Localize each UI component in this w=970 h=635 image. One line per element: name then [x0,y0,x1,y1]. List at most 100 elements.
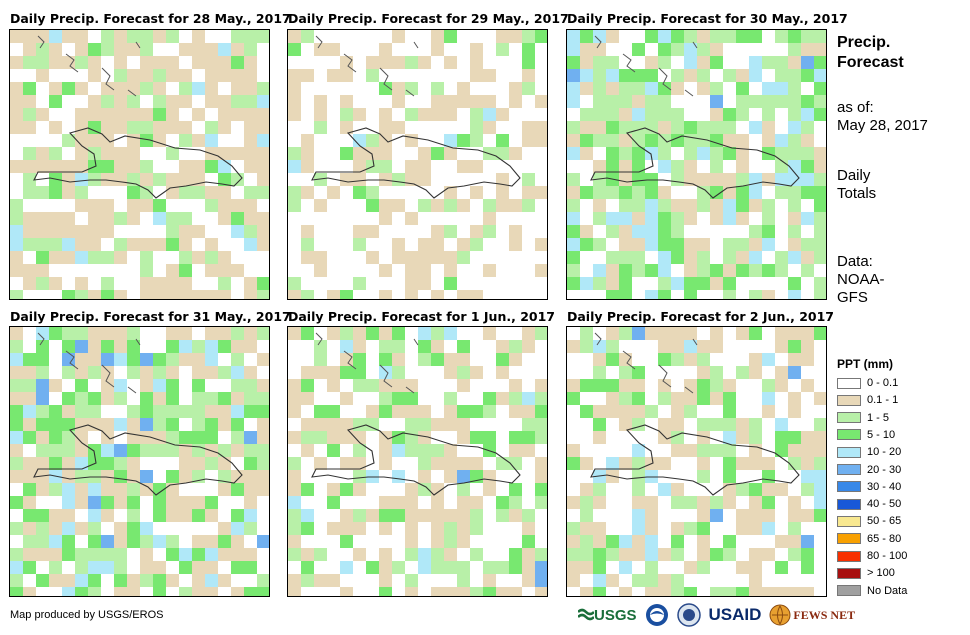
precip-cell [522,522,535,535]
precip-cell [192,574,205,587]
precip-cell [522,134,535,147]
precip-cell [218,483,231,496]
precip-cell [23,431,36,444]
precip-cell [379,173,392,186]
precip-cell [114,561,127,574]
precip-cell [75,43,88,56]
precip-cell [288,509,301,522]
precip-cell [49,457,62,470]
precip-cell [483,470,496,483]
precip-cell [101,199,114,212]
legend-label: 0.1 - 1 [867,394,899,407]
precip-cell [567,251,580,264]
precip-cell [580,56,593,69]
legend-swatch [837,533,861,545]
precip-cell [593,134,606,147]
precip-cell [814,509,826,522]
precip-cell [457,134,470,147]
precip-cell [244,43,257,56]
precip-cell [301,147,314,160]
precip-cell [762,353,775,366]
precip-cell [697,431,710,444]
precip-cell [418,444,431,457]
precip-cell [153,212,166,225]
precip-cell [470,186,483,199]
precip-cell [444,509,457,522]
precip-cell [366,186,379,199]
precip-cell [762,238,775,251]
precip-cell [140,353,153,366]
precip-cell [723,379,736,392]
precip-cell [36,392,49,405]
precip-cell [535,483,547,496]
precip-cell [179,444,192,457]
precip-cell [288,457,301,470]
precip-cell [496,43,509,56]
precip-cell [340,108,353,121]
precip-cell [801,340,814,353]
precip-cell [496,496,509,509]
precip-cell [619,251,632,264]
precip-cell [775,134,788,147]
precip-cell [509,548,522,561]
precip-cell [218,108,231,121]
precip-cell [218,147,231,160]
precip-cell [788,535,801,548]
legend-swatch [837,464,861,475]
precip-cell [509,199,522,212]
precip-cell [257,95,269,108]
precip-cell [340,147,353,160]
precip-cell [632,522,645,535]
precip-cell [710,366,723,379]
precip-cell [580,30,593,43]
precip-cell [62,56,75,69]
precip-cell [483,431,496,444]
precip-cell [606,457,619,470]
precip-cell [218,186,231,199]
precip-cell [684,264,697,277]
precip-cell [88,290,101,299]
precip-cell [379,496,392,509]
precip-cell [632,43,645,56]
precip-cell [179,160,192,173]
precip-cell [88,225,101,238]
precip-cell [736,134,749,147]
precip-cell [127,353,140,366]
precip-cell [788,457,801,470]
precip-cell [140,108,153,121]
precip-cell [205,353,218,366]
precip-cell [153,56,166,69]
precip-cell [483,225,496,238]
precip-cell [522,69,535,82]
precip-cell [671,277,684,290]
precip-cell [645,496,658,509]
precip-cell [671,340,684,353]
precip-cell [593,277,606,290]
totals-line2: Totals [837,185,877,202]
precip-cell [619,238,632,251]
precip-cell [723,173,736,186]
precip-cell [580,134,593,147]
precip-cell [788,353,801,366]
precip-cell [580,457,593,470]
precip-cell [205,431,218,444]
precip-cell [192,30,205,43]
precip-cell [619,548,632,561]
precip-cell [801,95,814,108]
precip-cell [567,444,580,457]
precip-cell [231,405,244,418]
precip-cell [36,366,49,379]
precip-cell [36,277,49,290]
precip-cell [762,392,775,405]
precip-cell [658,418,671,431]
precip-cell [49,405,62,418]
precip-cell [192,290,205,299]
precip-cell [684,56,697,69]
precip-cell [231,173,244,186]
precip-cell [205,587,218,596]
precip-cell [114,340,127,353]
precip-cell [522,121,535,134]
precip-cell [192,587,205,596]
precip-cell [619,290,632,299]
precip-cell [179,405,192,418]
